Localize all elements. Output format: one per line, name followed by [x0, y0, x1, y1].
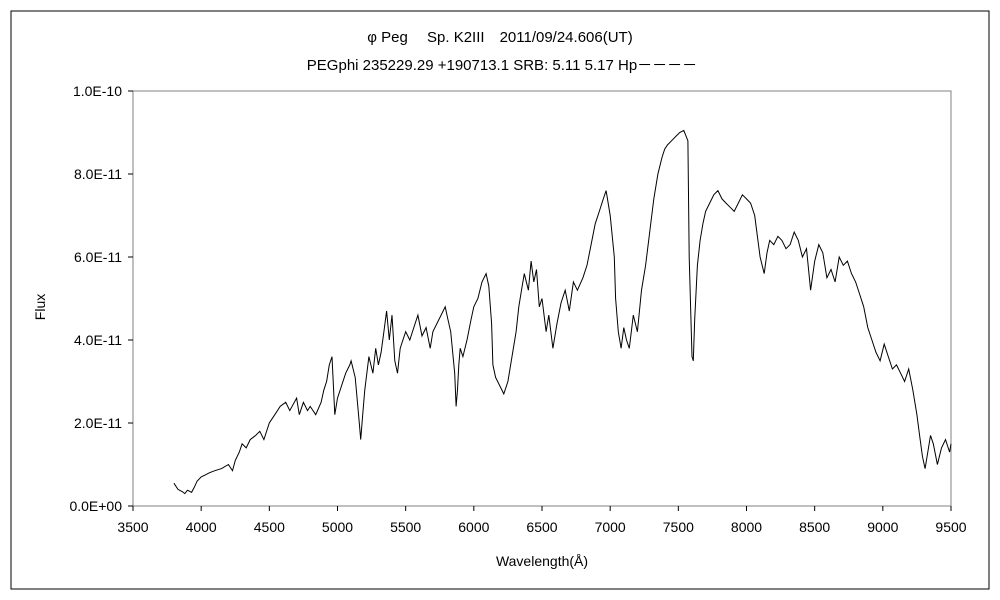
- x-tick-label: 9500: [935, 519, 966, 535]
- x-tick-label: 8500: [799, 519, 830, 535]
- x-axis-label: Wavelength(Å): [496, 553, 588, 569]
- y-tick-label: 8.0E-11: [74, 166, 122, 182]
- x-axis: 3500 4000 4500 5000 5500 6000 6500 7000 7500 8000…: [117, 506, 967, 535]
- x-tick-label: 7000: [595, 519, 626, 535]
- y-tick-label: 2.0E-11: [74, 415, 122, 431]
- chart-subtitle: PEGphi 235229.29 +190713.1 SRB: 5.11 5.1…: [307, 57, 697, 74]
- spectrum-line: [173, 129, 952, 495]
- x-tick-label: 8000: [731, 519, 762, 535]
- series-layer: [173, 129, 952, 495]
- x-tick-label: 4500: [254, 519, 285, 535]
- y-tick-label: 0.0E+00: [69, 498, 122, 514]
- x-tick-label: 5000: [322, 519, 353, 535]
- y-axis: 0.0E+00 2.0E-11 4.0E-11 6.0E-11 8.0E-11 1.0E-…: [69, 83, 133, 514]
- x-tick-label: 6000: [458, 519, 489, 535]
- outer-frame: [10, 10, 990, 590]
- x-tick-label: 3500: [117, 519, 148, 535]
- chart-title: φ Peg Sp. K2III 2011/09/24.606(UT): [367, 29, 632, 46]
- x-tick-label: 7500: [663, 519, 694, 535]
- x-tick-label: 6500: [526, 519, 557, 535]
- x-tick-label: 9000: [867, 519, 898, 535]
- y-tick-label: 4.0E-11: [74, 332, 122, 348]
- x-tick-label: 4000: [186, 519, 217, 535]
- y-tick-label: 6.0E-11: [74, 249, 122, 265]
- y-tick-label: 1.0E-10: [73, 83, 122, 99]
- y-axis-label: Flux: [32, 294, 48, 320]
- x-tick-label: 5500: [390, 519, 421, 535]
